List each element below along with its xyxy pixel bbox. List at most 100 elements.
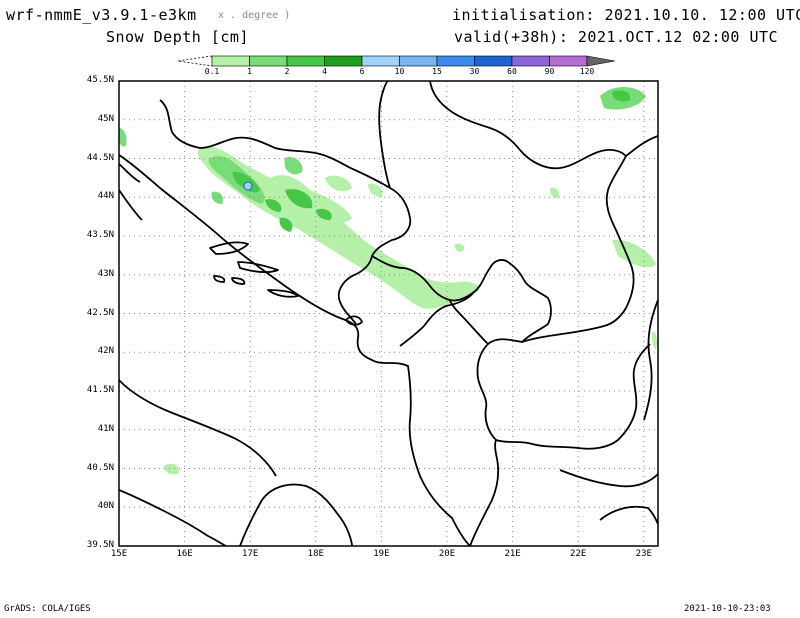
snow-region-patch-4	[550, 187, 560, 198]
coastline-istria	[118, 189, 143, 221]
border-bih-north	[159, 99, 412, 325]
colorbar-label: 15	[432, 67, 442, 76]
lon-label: 18E	[307, 549, 324, 559]
snow-region-patch-2	[368, 183, 383, 197]
colorbar-label: 6	[359, 67, 365, 76]
footer-timestamp: 2021-10-10-23:03	[684, 604, 771, 614]
snow-region-west	[119, 128, 127, 147]
lon-label: 19E	[373, 549, 390, 559]
model-title: wrf-nmmE_v3.9.1-e3km	[6, 6, 197, 24]
lat-label: 45N	[97, 113, 114, 124]
snow-region-patch-6	[652, 331, 657, 350]
colorbar-min-arrow	[177, 55, 213, 67]
valid-time: valid(+38h): 2021.OCT.12 02:00 UTC	[454, 28, 779, 46]
colorbar-max-arrow	[586, 55, 616, 67]
island-vis	[213, 275, 226, 283]
colorbar-label: 4	[322, 67, 327, 76]
colorbar	[177, 55, 616, 67]
colorbar-label: 60	[507, 67, 517, 76]
colorbar-label: 2	[284, 67, 290, 76]
coastline-greece-north	[559, 469, 659, 488]
lon-label: 15E	[110, 549, 128, 559]
border-montenegro-serbia	[371, 255, 475, 302]
colorbar-swatch	[286, 55, 325, 67]
lat-label: 42N	[97, 346, 114, 357]
colorbar-swatch	[474, 55, 513, 67]
colorbar-swatch	[249, 55, 288, 67]
lon-label: 17E	[242, 549, 259, 559]
island-krk	[118, 163, 141, 183]
lon-label: 20E	[438, 549, 456, 559]
lat-label: 44.5N	[86, 152, 114, 163]
colorbar-swatch	[361, 55, 400, 67]
snow-region-max	[243, 181, 253, 191]
coastline-chalkidiki	[599, 505, 659, 525]
lat-label: 45.5N	[86, 75, 114, 85]
snow-region-core-5	[316, 208, 332, 220]
colorbar-swatch	[511, 55, 550, 67]
map-frame	[118, 80, 659, 547]
border-albania-kosovo	[449, 299, 489, 345]
lat-label: 42.5N	[86, 307, 114, 318]
colorbar-swatch	[436, 55, 475, 67]
border-albania-greece	[469, 439, 499, 547]
coastline-greece-west	[239, 483, 353, 547]
coastline-italy-heel	[118, 489, 227, 547]
snow-region-south	[164, 463, 179, 475]
snow-region-ne-core	[612, 90, 631, 102]
lat-label: 43.5N	[86, 230, 114, 240]
border-romania-bulgaria	[625, 135, 659, 157]
lon-label: 23E	[635, 549, 652, 559]
colorbar-label: 0.1	[204, 67, 220, 76]
border-montenegro-albania	[399, 291, 475, 347]
coastline-adriatic	[118, 154, 471, 547]
lon-label: 22E	[570, 549, 587, 559]
border-serbia-west	[378, 80, 391, 189]
borders	[118, 80, 659, 547]
snow-region-peak-1	[284, 157, 303, 175]
snow-region-patch-3	[211, 191, 224, 204]
lat-label: 44N	[97, 191, 114, 202]
snow-region-core-4	[265, 199, 282, 212]
lat-label: 41N	[97, 423, 114, 434]
colorbar-swatch	[549, 55, 588, 67]
footer-grads: GrADS: COLA/IGES	[4, 604, 91, 614]
lat-label: 40.5N	[86, 462, 114, 473]
colorbar-swatch	[211, 55, 250, 67]
colorbar-swatch	[324, 55, 363, 67]
colorbar-label: 1	[247, 67, 252, 76]
snow-region-patch-5	[454, 243, 465, 252]
colorbar-swatch	[399, 55, 438, 67]
lat-label: 43N	[97, 268, 114, 279]
snow-region-core-6	[279, 217, 293, 232]
island-hvar	[237, 261, 279, 274]
island-korcula	[267, 289, 299, 298]
coastline-italy-east	[118, 379, 277, 477]
border-kosovo	[473, 259, 552, 343]
colorbar-label: 90	[544, 67, 555, 76]
lat-label: 40N	[97, 501, 114, 512]
lon-label: 16E	[176, 549, 193, 559]
colorbar-label: 120	[579, 67, 595, 76]
border-serbia-bulgaria	[519, 149, 635, 327]
border-danube-1	[429, 80, 521, 151]
variable-title: Snow Depth [cm]	[106, 28, 249, 46]
snow-region-patch-1	[325, 175, 352, 192]
lat-label: 39.5N	[86, 540, 114, 550]
lon-label: 21E	[504, 549, 521, 559]
colorbar-label: 10	[394, 67, 405, 76]
snow-region-north	[270, 175, 352, 223]
border-bulgaria-east	[643, 299, 659, 421]
colorbar-label: 30	[469, 67, 480, 76]
snow-depth-shading	[119, 87, 657, 475]
bay-kotor	[345, 315, 363, 326]
lat-label: 41.5N	[86, 385, 114, 395]
model-subtitle: x . degree )	[218, 10, 291, 21]
island-brac	[209, 241, 249, 255]
island-lastovo	[231, 277, 246, 285]
init-time: initialisation: 2021.10.10. 12:00 UTC	[452, 6, 800, 24]
snow-region-core-3	[285, 189, 313, 209]
snow-region-main	[197, 146, 480, 309]
map-panel	[118, 80, 659, 547]
